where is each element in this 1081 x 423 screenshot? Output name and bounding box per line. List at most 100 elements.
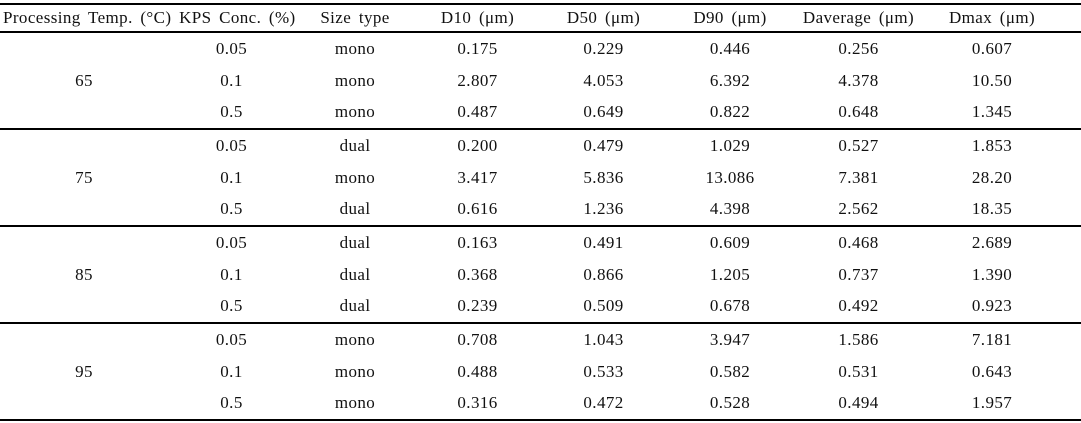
col-header-processing-temp: Processing Temp. (°C) [3, 8, 172, 27]
size-type-cell: dual [339, 199, 371, 219]
temp-cell: 65 [75, 70, 93, 90]
d10-cell: 0.316 [457, 393, 498, 413]
temp-cell [0, 129, 168, 162]
size-type-cell: mono [334, 38, 376, 58]
kps-cell: 0.1 [220, 361, 243, 381]
table-row: 0.5 mono 0.487 0.649 0.822 0.648 1.345 [0, 96, 1081, 129]
dmax-cell: 0.643 [971, 361, 1013, 381]
table-row: 95 0.1 mono 0.488 0.533 0.582 0.531 0.643 [0, 356, 1081, 388]
dmax-cell: 18.35 [971, 199, 1013, 219]
daverage-cell: 0.648 [838, 102, 879, 122]
daverage-cell: 0.256 [838, 38, 879, 58]
temp-cell [0, 323, 168, 356]
d10-cell: 0.488 [457, 361, 498, 381]
col-header-d90: D90 (μm) [693, 8, 767, 27]
d10-cell: 0.616 [457, 199, 498, 219]
col-header-daverage: Daverage (μm) [802, 8, 915, 27]
dmax-cell: 1.853 [971, 135, 1013, 155]
d90-cell: 0.582 [709, 361, 751, 381]
d10-cell: 0.708 [457, 330, 498, 350]
d50-cell: 0.509 [583, 296, 624, 316]
kps-cell: 0.05 [215, 38, 248, 58]
d90-cell: 0.528 [709, 393, 751, 413]
size-type-cell: dual [339, 135, 371, 155]
dmax-cell: 28.20 [971, 167, 1013, 187]
col-header-temp-kps: Processing Temp. (°C) KPS Conc. (%) [0, 4, 295, 32]
col-header-d50: D50 (μm) [566, 8, 641, 27]
col-header-size-type: Size type [320, 8, 390, 27]
particle-size-table: Processing Temp. (°C) KPS Conc. (%) Size… [0, 3, 1081, 422]
temp-cell [0, 226, 168, 259]
temp-cell: 85 [75, 264, 93, 284]
d50-cell: 1.236 [583, 199, 624, 219]
size-type-cell: mono [334, 393, 376, 413]
daverage-cell: 4.378 [838, 70, 879, 90]
dmax-cell: 2.689 [971, 232, 1013, 252]
kps-cell: 0.5 [220, 102, 243, 122]
d50-cell: 0.866 [583, 264, 624, 284]
size-type-cell: mono [334, 70, 376, 90]
d90-cell: 4.398 [709, 199, 751, 219]
kps-cell: 0.05 [215, 330, 248, 350]
col-header-kps-conc: KPS Conc. (%) [179, 8, 296, 27]
kps-cell: 0.1 [220, 167, 243, 187]
kps-cell: 0.05 [215, 135, 248, 155]
col-header-dmax: Dmax (μm) [948, 8, 1036, 27]
d50-cell: 5.836 [583, 167, 624, 187]
d50-cell: 0.491 [583, 232, 624, 252]
kps-cell: 0.5 [220, 199, 243, 219]
table-row: 0.5 dual 0.239 0.509 0.678 0.492 0.923 [0, 291, 1081, 324]
d90-cell: 6.392 [709, 70, 751, 90]
table-row: 65 0.1 mono 2.807 4.053 6.392 4.378 10.50 [0, 65, 1081, 97]
d90-cell: 13.086 [705, 167, 755, 187]
temp-cell [0, 291, 168, 324]
header-row: Processing Temp. (°C) KPS Conc. (%) Size… [0, 4, 1081, 32]
dmax-cell: 10.50 [971, 70, 1013, 90]
temp-cell [0, 388, 168, 421]
d50-cell: 0.649 [583, 102, 624, 122]
size-type-cell: dual [339, 264, 371, 284]
d50-cell: 0.472 [583, 393, 624, 413]
d10-cell: 0.200 [457, 135, 498, 155]
table-body: 0.05 mono 0.175 0.229 0.446 0.256 0.607 65 0.1 mo… [0, 32, 1081, 420]
table-row: 0.5 mono 0.316 0.472 0.528 0.494 1.957 [0, 388, 1081, 421]
table-row: 0.05 dual 0.200 0.479 1.029 0.527 1.853 [0, 129, 1081, 162]
d50-cell: 0.229 [583, 38, 624, 58]
temp-cell: 75 [75, 167, 93, 187]
temp-cell [0, 32, 168, 65]
d10-cell: 0.175 [457, 38, 498, 58]
d50-cell: 4.053 [583, 70, 624, 90]
daverage-cell: 0.468 [838, 232, 879, 252]
daverage-cell: 1.586 [838, 330, 879, 350]
temp-cell [0, 96, 168, 129]
daverage-cell: 7.381 [838, 167, 879, 187]
temp-cell: 95 [75, 361, 93, 381]
d90-cell: 3.947 [709, 330, 751, 350]
d10-cell: 3.417 [457, 167, 498, 187]
d90-cell: 0.446 [709, 38, 751, 58]
kps-cell: 0.1 [220, 70, 243, 90]
dmax-cell: 0.923 [971, 296, 1013, 316]
d90-cell: 1.029 [709, 135, 751, 155]
d90-cell: 0.609 [709, 232, 751, 252]
d90-cell: 0.678 [709, 296, 751, 316]
table-row: 0.05 mono 0.708 1.043 3.947 1.586 7.181 [0, 323, 1081, 356]
temp-cell [0, 193, 168, 226]
dmax-cell: 1.390 [971, 264, 1013, 284]
daverage-cell: 0.531 [838, 361, 879, 381]
daverage-cell: 2.562 [838, 199, 879, 219]
dmax-cell: 1.957 [971, 393, 1013, 413]
dmax-cell: 0.607 [971, 38, 1013, 58]
d10-cell: 0.163 [457, 232, 498, 252]
table-row: 0.05 dual 0.163 0.491 0.609 0.468 2.689 [0, 226, 1081, 259]
kps-cell: 0.1 [220, 264, 243, 284]
table-row: 0.5 dual 0.616 1.236 4.398 2.562 18.35 [0, 193, 1081, 226]
table-row: 75 0.1 mono 3.417 5.836 13.086 7.381 28.20 [0, 162, 1081, 194]
size-type-cell: mono [334, 361, 376, 381]
table-row: 85 0.1 dual 0.368 0.866 1.205 0.737 1.390 [0, 259, 1081, 291]
d10-cell: 2.807 [457, 70, 498, 90]
dmax-cell: 7.181 [971, 330, 1013, 350]
size-type-cell: dual [339, 296, 371, 316]
dmax-cell: 1.345 [971, 102, 1013, 122]
size-type-cell: mono [334, 167, 376, 187]
